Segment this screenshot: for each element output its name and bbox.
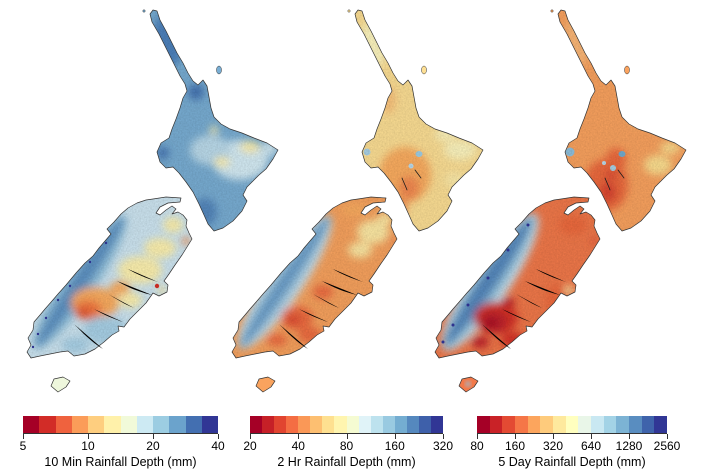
offshore-islet <box>347 9 351 13</box>
lake-taupo <box>415 151 423 157</box>
plateau-spot <box>602 161 606 165</box>
lake-taupo <box>618 151 626 157</box>
colorbar-swatches-2hr <box>250 416 443 433</box>
colorbar-2hr: 20 40 80 160 320 2 Hr Rainfall Depth (mm) <box>243 416 454 469</box>
christchurch-high-spot <box>154 283 160 289</box>
map-2hr <box>231 9 484 393</box>
ruapehu-spot <box>408 163 414 169</box>
great-barrier-islet <box>421 65 427 75</box>
offshore-islet <box>550 9 554 13</box>
rivers-5day <box>482 169 625 349</box>
rivers-2hr <box>279 169 422 349</box>
colorbar-axis-5day <box>477 433 668 439</box>
map-5day <box>434 9 687 393</box>
colorbar-title-10min: 10 Min Rainfall Depth (mm) <box>44 455 197 469</box>
colorbar-ticklabels-5day: 80 160 320 640 1280 2560 <box>470 439 681 453</box>
colorbar-axis-2hr <box>250 433 444 439</box>
ruapehu-spot <box>610 165 616 171</box>
colorbar-swatches-10min <box>23 416 218 433</box>
colorbar-swatches-5day <box>477 416 668 433</box>
colorbar-axis-10min <box>23 433 219 439</box>
colorbar-5day: 80 160 320 640 1280 2560 5 Day Rainfall Depth… <box>470 416 681 469</box>
mt-taranaki-spot <box>363 148 371 156</box>
great-barrier-islet <box>624 65 630 75</box>
colorbar-title-2hr: 2 Hr Rainfall Depth (mm) <box>277 455 416 469</box>
colorbar-title-5day: 5 Day Rainfall Depth (mm) <box>498 455 646 469</box>
maps-canvas <box>26 9 687 393</box>
colorbar-ticklabels-2hr: 20 40 80 160 320 <box>243 439 454 453</box>
colorbar-10min: 5 10 20 40 10 Min Rainfall Depth (mm) <box>19 416 225 469</box>
great-barrier-islet <box>216 65 222 75</box>
offshore-islet <box>142 9 146 13</box>
colorbar-ticklabels-10min: 5 10 20 40 <box>19 439 225 453</box>
mt-taranaki-spot <box>565 147 575 157</box>
